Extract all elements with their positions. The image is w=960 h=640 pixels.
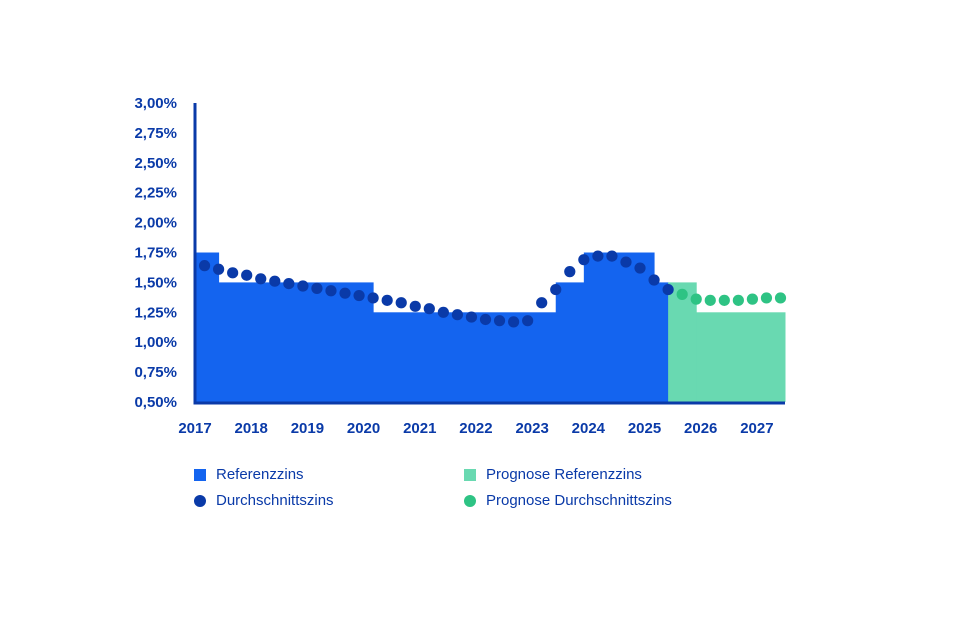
legend-swatch-prognose-durchschnittszins xyxy=(464,494,476,507)
durchschnittszins-point-2 xyxy=(227,267,239,279)
durchschnittszins-point-16 xyxy=(423,303,435,315)
y-tick-label: 2,00% xyxy=(134,215,177,232)
prognose-durchschnittszins-point-5 xyxy=(746,293,759,305)
x-axis-ticks: 2017 2018 2019 2020 2021 2022 2023 2024 2025 2026… xyxy=(178,420,773,437)
durchschnittszins-point-5 xyxy=(269,275,281,287)
y-tick-label: 0,50% xyxy=(134,394,177,411)
legend-swatch-prognose-referenzzins xyxy=(464,468,476,481)
durchschnittszins-point-6 xyxy=(283,277,295,290)
referenzzins-segment-2 xyxy=(373,312,557,402)
durchschnittszins-point-29 xyxy=(606,250,618,262)
durchschnittszins-point-19 xyxy=(465,311,478,323)
area-layer xyxy=(195,252,786,402)
x-tick-label: 2020 xyxy=(347,420,380,437)
durchschnittszins-point-14 xyxy=(395,297,407,309)
durchschnittszins-point-25 xyxy=(550,283,562,296)
x-tick-label: 2021 xyxy=(403,420,436,437)
x-tick-label: 2019 xyxy=(291,420,324,437)
prognose-durchschnittszins-point-6 xyxy=(760,292,773,304)
y-tick-label: 0,75% xyxy=(134,364,177,381)
prognose-durchschnittszins-point-0 xyxy=(676,288,688,300)
durchschnittszins-point-13 xyxy=(381,294,393,306)
legend-swatch-durchschnittszins xyxy=(194,494,206,507)
durchschnittszins-point-22 xyxy=(507,316,520,328)
durchschnittszins-point-26 xyxy=(564,266,576,278)
durchschnittszins-point-23 xyxy=(522,315,534,327)
durchschnittszins-point-20 xyxy=(479,313,492,326)
legend-item-prognose-durchschnittszins: Prognose Durchschnittszins xyxy=(464,492,672,509)
durchschnittszins-point-33 xyxy=(662,283,674,296)
x-tick-label: 2017 xyxy=(178,420,211,437)
legend-swatch-referenzzins xyxy=(194,468,206,481)
durchschnittszins-point-9 xyxy=(325,285,337,297)
durchschnittszins-point-18 xyxy=(451,309,464,321)
referenzzins-segment-1 xyxy=(218,282,374,402)
y-tick-label: 1,25% xyxy=(134,304,177,321)
durchschnittszins-point-8 xyxy=(311,282,323,294)
prognose-durchschnittszins-point-7 xyxy=(774,292,787,304)
x-tick-label: 2024 xyxy=(572,420,606,437)
durchschnittszins-point-21 xyxy=(493,315,506,327)
legend-item-prognose-referenzzins: Prognose Referenzzins xyxy=(464,466,642,483)
durchschnittszins-point-12 xyxy=(367,292,379,304)
durchschnittszins-point-7 xyxy=(297,280,309,292)
x-tick-label: 2023 xyxy=(515,420,548,437)
prognose-durchschnittszins-point-4 xyxy=(732,294,744,306)
y-tick-label: 1,00% xyxy=(134,334,177,351)
durchschnittszins-point-4 xyxy=(255,273,267,285)
durchschnittszins-point-27 xyxy=(578,254,590,266)
y-tick-label: 1,50% xyxy=(134,274,177,291)
durchschnittszins-point-24 xyxy=(536,297,548,309)
durchschnittszins-point-28 xyxy=(592,250,604,262)
x-tick-label: 2026 xyxy=(684,420,717,437)
legend-label-referenzzins: Referenzzins xyxy=(216,466,304,483)
durchschnittszins-point-32 xyxy=(648,274,660,286)
durchschnittszins-point-11 xyxy=(353,289,365,302)
durchschnittszins-point-31 xyxy=(634,262,646,274)
durchschnittszins-point-30 xyxy=(620,256,632,268)
durchschnittszins-point-3 xyxy=(241,269,253,281)
legend-label-prognose-durchschnittszins: Prognose Durchschnittszins xyxy=(486,492,672,509)
x-tick-label: 2018 xyxy=(235,420,268,437)
durchschnittszins-point-0 xyxy=(198,260,211,272)
y-tick-label: 1,75% xyxy=(134,245,177,262)
prognose-referenzzins-segment-1 xyxy=(696,312,786,402)
y-tick-label: 2,75% xyxy=(134,125,177,142)
durchschnittszins-point-10 xyxy=(339,287,351,299)
y-tick-label: 2,25% xyxy=(134,185,177,202)
x-tick-label: 2027 xyxy=(740,420,773,437)
durchschnittszins-point-17 xyxy=(437,306,449,318)
legend-item-referenzzins: Referenzzins xyxy=(194,466,304,483)
prognose-durchschnittszins-point-2 xyxy=(704,294,716,306)
durchschnittszins-point-15 xyxy=(409,300,421,312)
y-tick-label: 3,00% xyxy=(134,95,177,112)
legend-item-durchschnittszins: Durchschnittszins xyxy=(194,492,334,509)
dots-layer xyxy=(198,250,787,328)
y-axis-ticks: 3,00% 2,75% 2,50% 2,25% 2,00% 1,75% 1,50% 1,25%… xyxy=(134,95,177,411)
x-tick-label: 2025 xyxy=(628,420,661,437)
referenzzins-segment-4 xyxy=(583,252,655,402)
axes-layer xyxy=(193,103,785,405)
legend-label-prognose-referenzzins: Prognose Referenzzins xyxy=(486,466,642,483)
y-tick-label: 2,50% xyxy=(134,155,177,172)
referenzzins-segment-3 xyxy=(555,282,585,402)
referenzzins-segment-0 xyxy=(195,252,220,402)
prognose-durchschnittszins-point-1 xyxy=(690,293,702,305)
referenzzins-segment-5 xyxy=(654,282,669,402)
legend-label-durchschnittszins: Durchschnittszins xyxy=(216,492,334,509)
x-tick-label: 2022 xyxy=(459,420,492,437)
prognose-durchschnittszins-point-3 xyxy=(718,294,730,306)
durchschnittszins-point-1 xyxy=(213,263,225,275)
legend: Referenzzins Durchschnittszins Prognose … xyxy=(194,466,754,526)
